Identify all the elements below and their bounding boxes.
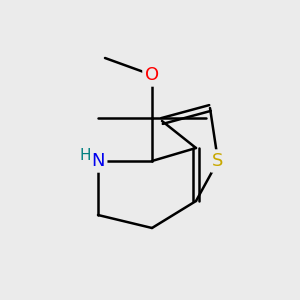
Text: H: H xyxy=(79,148,91,164)
Text: N: N xyxy=(91,152,105,170)
Text: O: O xyxy=(145,66,159,84)
Text: S: S xyxy=(212,152,224,170)
